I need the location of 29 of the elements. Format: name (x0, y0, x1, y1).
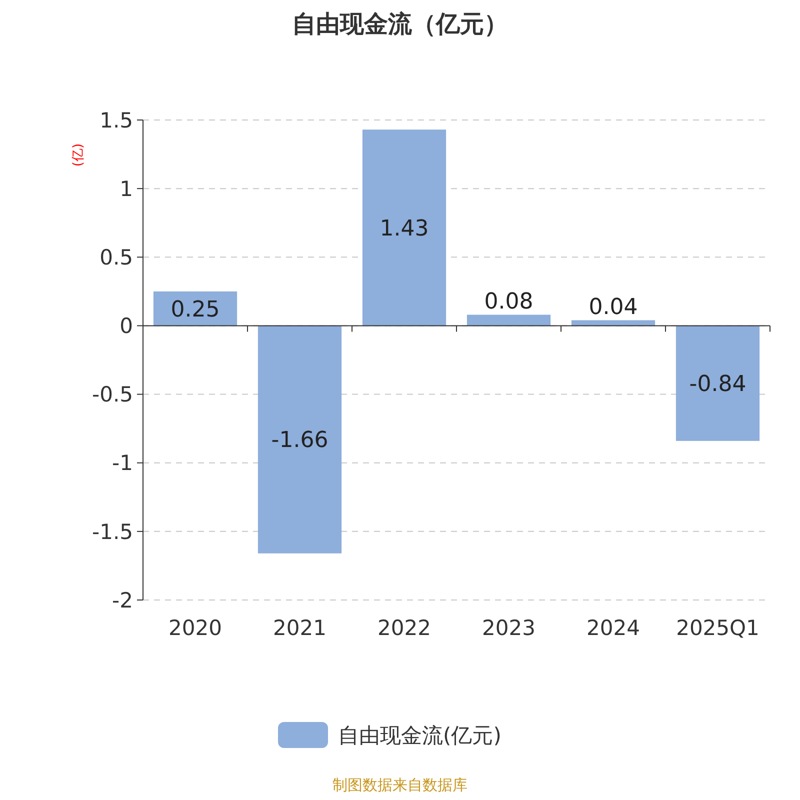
x-tick-label: 2022 (378, 616, 431, 640)
y-tick-label: -2 (112, 588, 133, 612)
y-tick-label: 1.5 (100, 108, 133, 132)
y-tick-label: 1 (120, 176, 133, 201)
data-label: 0.08 (484, 289, 534, 314)
bar (571, 320, 656, 326)
y-tick-label: -1 (112, 451, 133, 476)
text: 制图数据来自数据库 (332, 776, 468, 794)
x-tick-label: 2024 (586, 616, 640, 640)
data-label: -1.66 (271, 428, 328, 454)
bar (258, 326, 342, 554)
legend-label: 自由现金流(亿元) (338, 723, 502, 748)
x-tick-label: 2021 (273, 616, 326, 640)
y-tick-label: -0.5 (92, 382, 133, 407)
data-label: 0.25 (170, 297, 220, 322)
bar (466, 314, 551, 326)
x-tick-label: 2025Q1 (676, 616, 760, 640)
x-tick-label: 2020 (168, 616, 222, 640)
x-tick-label: 2023 (482, 616, 536, 640)
data-label: -0.84 (689, 372, 746, 398)
y-tick-label: -1.5 (92, 520, 133, 544)
data-label: 0.04 (588, 294, 638, 320)
bar (362, 130, 446, 326)
chart-title: 自由现金流（亿元） (292, 10, 508, 38)
data-label: 1.43 (380, 216, 429, 242)
bar (676, 326, 760, 441)
y-tick-label: 0.5 (100, 245, 133, 270)
y-tick-label: 0 (120, 314, 133, 338)
y-axis-title: (亿) (71, 143, 86, 167)
